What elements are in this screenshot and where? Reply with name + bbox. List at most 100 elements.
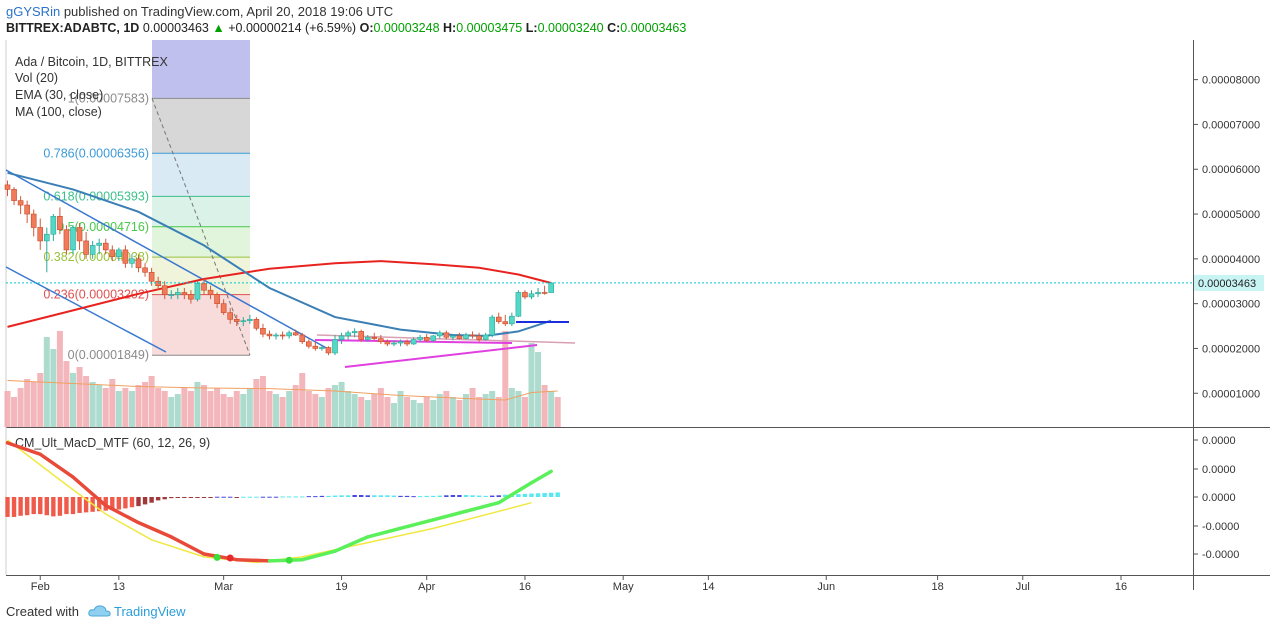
candle-body [116, 249, 122, 257]
volume-bar [76, 367, 83, 427]
macd-histogram-bar [496, 495, 501, 497]
author-name[interactable]: gGYSRin [6, 4, 61, 19]
candle-body [495, 316, 502, 322]
candle-body [273, 334, 279, 337]
fib-band [152, 226, 250, 258]
candle-body [305, 341, 312, 347]
macd-histogram-bar [326, 495, 331, 497]
candle-body [89, 245, 96, 255]
tradingview-link[interactable]: TradingView [114, 604, 186, 619]
volume-bar [168, 397, 175, 427]
candle-body [522, 292, 528, 298]
macd-line-segment [464, 500, 501, 513]
candle-body [207, 289, 214, 295]
time-tick-label: 18 [931, 581, 943, 593]
candle-body [443, 332, 450, 338]
macd-histogram-bar [142, 497, 148, 505]
macd-cross-dot [226, 554, 234, 562]
candle-body [450, 335, 456, 338]
macd-cross-dot [213, 553, 221, 561]
volume-bar [436, 394, 443, 427]
macd-histogram-bar [542, 493, 547, 497]
high-label: H: [443, 21, 457, 35]
candle-body [482, 334, 489, 340]
macd-histogram-bar [345, 495, 351, 497]
macd-histogram-bar [64, 497, 69, 515]
candle-body [489, 316, 496, 336]
price-tick-label: 0.00004000 [1202, 254, 1260, 266]
tradingview-cloud-icon [88, 605, 111, 617]
candle-body [430, 335, 437, 341]
macd-histogram-bar [31, 497, 36, 515]
volume-bar [358, 397, 365, 427]
volume-bar [548, 391, 555, 427]
volume-bar [554, 397, 561, 427]
price-tick-label: 0.00001000 [1202, 388, 1260, 400]
fib-band [152, 98, 250, 154]
candle-body [11, 189, 17, 201]
low-value: 0.00003240 [537, 21, 604, 35]
publication-line: gGYSRin published on TradingView.com, Ap… [6, 4, 393, 19]
macd-histogram-bar [444, 495, 449, 497]
volume-bar [489, 391, 496, 427]
up-arrow-icon: ▲ [212, 21, 225, 35]
candle-body [436, 332, 443, 337]
macd-histogram-bar [228, 496, 233, 498]
candle-body [502, 321, 509, 325]
macd-histogram-bar [70, 497, 76, 515]
macd-histogram-bar [398, 495, 403, 497]
time-tick-label: Jun [817, 581, 835, 593]
price-tick-label: 0.00002000 [1202, 343, 1260, 355]
volume-bar [50, 349, 57, 427]
macd-histogram-bar [123, 497, 128, 509]
created-with-text: Created with [6, 604, 79, 619]
volume-bar [56, 331, 63, 427]
volume-bar [364, 400, 371, 427]
candle-body [260, 327, 266, 335]
volume-bar [456, 400, 463, 427]
volume-bar [253, 379, 260, 427]
time-tick-label: 16 [1115, 581, 1127, 593]
footer: Created with TradingView [6, 604, 186, 619]
candle-body [345, 332, 351, 337]
candle-body [70, 227, 76, 251]
volume-bar [410, 400, 417, 427]
volume-bar [201, 385, 207, 427]
macd-histogram-bar [391, 495, 397, 497]
channel-upper-line [5, 169, 331, 351]
macd-histogram-bar [548, 492, 554, 497]
low-label: L: [525, 21, 538, 35]
macd-histogram-bar [417, 496, 423, 498]
candle-body [214, 294, 220, 304]
macd-tick-label: 0.0000 [1202, 492, 1236, 504]
macd-histogram-bar [97, 497, 102, 512]
candle-body [83, 240, 89, 255]
candle-body [24, 204, 30, 215]
volume-bar [4, 391, 11, 427]
macd-histogram-bar [260, 496, 266, 498]
macd-histogram-bar [463, 495, 469, 497]
macd-tick-label: -0.0000 [1202, 521, 1239, 533]
volume-bar [515, 391, 522, 427]
price-tick-label: 0.00005000 [1202, 209, 1260, 221]
volume-bar [390, 403, 397, 427]
macd-histogram-bar [411, 496, 416, 498]
legend-title: Ada / Bitcoin, 1D, BITTREX [15, 55, 168, 69]
candle-body [247, 319, 253, 321]
legend-volume: Vol (20) [15, 71, 58, 85]
macd-histogram-bar [470, 495, 475, 497]
candle-body [515, 292, 522, 317]
volume-bar [338, 382, 345, 427]
candle-body [17, 200, 24, 206]
volume-bar [312, 394, 319, 427]
candle-body [76, 227, 83, 242]
volume-bar [469, 388, 476, 427]
candle-body [423, 336, 430, 341]
last-price: 0.00003463 [142, 21, 209, 35]
candle-body [286, 332, 292, 337]
volume-bar [325, 388, 332, 427]
macd-histogram-bar [169, 497, 174, 499]
macd-line-segment [529, 469, 553, 485]
volume-bar [266, 391, 273, 427]
